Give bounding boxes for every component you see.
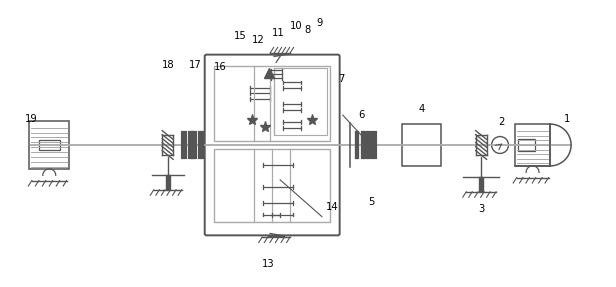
Text: 14: 14 <box>326 202 338 212</box>
Text: 12: 12 <box>252 34 265 44</box>
Text: 15: 15 <box>234 30 246 40</box>
Bar <box>479 177 484 191</box>
Text: 2: 2 <box>498 117 505 127</box>
Bar <box>402 124 441 166</box>
Bar <box>214 149 330 222</box>
Text: 7: 7 <box>339 74 345 84</box>
Text: 4: 4 <box>418 104 424 114</box>
Text: 1: 1 <box>564 114 570 124</box>
Bar <box>214 66 330 141</box>
Text: 16: 16 <box>214 62 227 72</box>
Text: 9: 9 <box>317 18 323 28</box>
Bar <box>518 139 535 151</box>
Bar <box>39 140 60 150</box>
FancyBboxPatch shape <box>205 55 339 235</box>
Text: 6: 6 <box>359 110 365 120</box>
Text: 13: 13 <box>262 259 275 269</box>
Text: 18: 18 <box>163 60 175 70</box>
Text: 8: 8 <box>305 25 311 34</box>
Bar <box>30 121 69 169</box>
Text: 17: 17 <box>189 60 202 70</box>
Text: 5: 5 <box>368 197 375 207</box>
Text: 19: 19 <box>25 114 38 124</box>
Text: 10: 10 <box>290 21 302 31</box>
Text: 3: 3 <box>478 204 484 214</box>
Bar <box>274 68 327 135</box>
Text: 11: 11 <box>272 28 285 38</box>
Bar <box>166 175 169 189</box>
Bar <box>515 124 550 166</box>
